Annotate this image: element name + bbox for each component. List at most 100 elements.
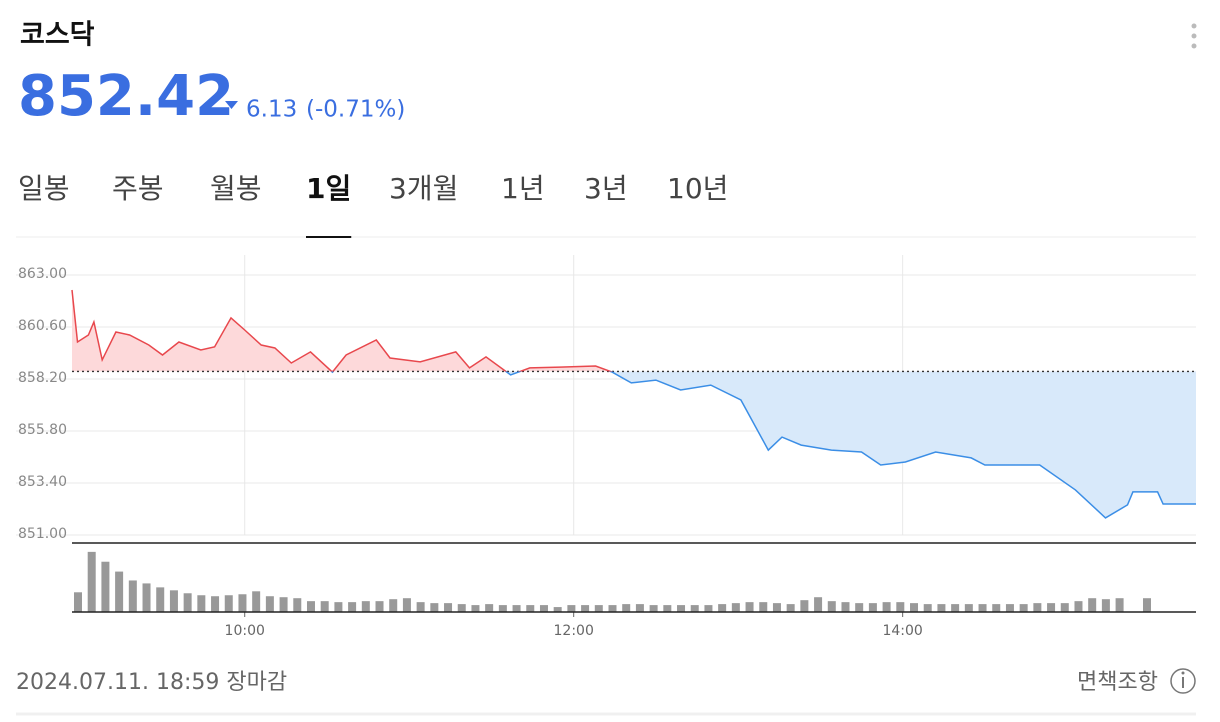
volume-bar (622, 604, 631, 612)
volume-bar (402, 598, 411, 612)
volume-bar (1101, 599, 1110, 612)
volume-bar (1060, 603, 1069, 612)
y-tick-label: 863.00 (18, 266, 67, 282)
volume-bar (320, 601, 329, 612)
volume-bar (183, 593, 192, 612)
volume-bar (567, 605, 576, 612)
volume-bar (430, 603, 439, 612)
x-tick-label: 10:00 (225, 623, 265, 639)
volume-bar (992, 604, 1001, 612)
volume-bar (539, 605, 548, 612)
volume-bar (293, 598, 302, 612)
price-line (71, 289, 1196, 519)
volume-bar (663, 605, 672, 612)
volume-bar (855, 603, 864, 612)
volume-bar (841, 602, 850, 612)
tab[interactable]: 3년 (584, 172, 628, 205)
volume-bar (951, 604, 960, 612)
y-tick-label: 853.40 (18, 474, 67, 490)
y-tick-label: 851.00 (18, 526, 67, 542)
volume-bar (896, 602, 905, 612)
volume-bar (361, 601, 370, 612)
volume-bar (814, 597, 823, 612)
info-icon[interactable] (1170, 668, 1196, 694)
volume-bar (334, 602, 343, 612)
volume-bar (1047, 603, 1056, 612)
volume-bar (923, 604, 932, 612)
tab[interactable]: 일봉 (18, 172, 70, 205)
volume-bar (389, 599, 398, 612)
volume-bar (115, 571, 124, 612)
area (72, 290, 1196, 518)
volume-bar (649, 605, 658, 612)
volume-bar (978, 604, 987, 612)
volume-bar (498, 605, 507, 612)
down-arrow (225, 101, 238, 109)
volume-bar (74, 592, 82, 612)
volume-bar (964, 604, 973, 612)
tab[interactable]: 1년 (501, 172, 545, 205)
tab[interactable]: 주봉 (112, 172, 164, 205)
volume-bar (786, 604, 795, 612)
volume-bar (1074, 601, 1083, 612)
volume-bar (1088, 598, 1097, 612)
volume-bar (471, 605, 480, 612)
volume-bar (238, 594, 247, 612)
volume-bar (87, 551, 96, 612)
title: 코스닥 (20, 20, 95, 51)
y-tick-label: 858.20 (18, 370, 67, 386)
volume-bar (608, 605, 617, 612)
price: 852.42 (18, 64, 234, 129)
volume-bar (772, 603, 781, 612)
x-tick-label: 12:00 (554, 623, 594, 639)
volume-bar (142, 583, 151, 612)
volume-bar (731, 603, 740, 612)
volume-bar (416, 602, 425, 612)
volume-bar (581, 605, 590, 612)
volume-bar (868, 603, 877, 612)
volume-bar (910, 603, 919, 612)
tab[interactable]: 월봉 (210, 172, 262, 205)
volume-bar (211, 596, 220, 612)
volume-bar (224, 595, 233, 612)
volume-bar (444, 603, 453, 612)
timestamp: 2024.07.11. 18:59 장마감 (16, 670, 287, 695)
change-pct: (-0.71%) (306, 97, 405, 123)
volume-bar (375, 601, 384, 612)
volume-bar (348, 602, 357, 612)
disclaimer[interactable]: 면책조항 (1077, 670, 1158, 695)
volume-bar (265, 596, 274, 612)
volume-bar (306, 601, 315, 612)
volume-bar (526, 605, 535, 612)
volume-bar (1019, 604, 1028, 612)
volume-bar (197, 595, 206, 612)
volume-bar (745, 602, 754, 612)
volume-bar (704, 605, 713, 612)
y-tick-label: 855.80 (18, 422, 67, 438)
change: 6.13 (246, 97, 297, 123)
tab[interactable]: 10년 (667, 172, 728, 205)
volume-bar (635, 604, 644, 612)
volume-bar (1005, 604, 1014, 612)
volume-bar (827, 601, 836, 612)
volume-bar (800, 600, 809, 612)
volume-bar (1033, 603, 1042, 612)
volume-bar (882, 602, 891, 612)
volume-bar (1143, 598, 1151, 612)
menu[interactable] (1191, 23, 1197, 49)
tab[interactable]: 3개월 (389, 172, 458, 205)
volume-bar (553, 607, 562, 612)
volume-bar (594, 605, 603, 612)
volume-bar (252, 591, 261, 612)
volume-bar (169, 590, 178, 612)
y-tick-label: 860.60 (18, 318, 67, 334)
volume-bar (677, 605, 686, 612)
volume-bar (690, 605, 699, 612)
volume-bar (718, 604, 727, 612)
volume-bar (457, 604, 466, 612)
volume-bar (128, 580, 137, 612)
tab[interactable]: 1일 (306, 172, 351, 205)
volume-bar (512, 605, 521, 612)
